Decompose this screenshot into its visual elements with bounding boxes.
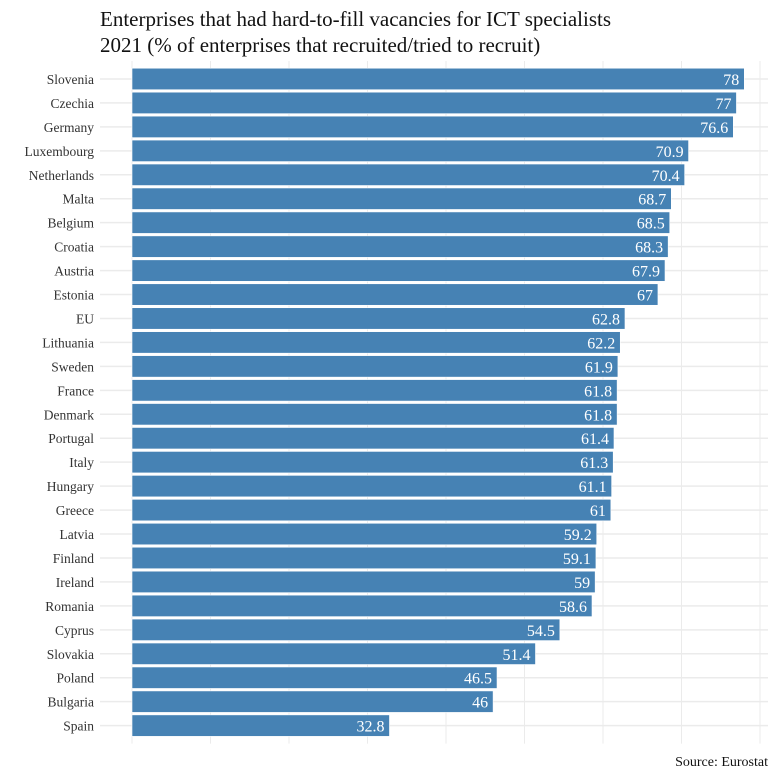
bar-eu [131,307,626,330]
y-tick-label: Estonia [54,288,95,303]
data-label: 67 [637,288,653,305]
bar-austria [131,259,666,282]
bar-denmark [131,403,618,426]
data-label: 61.8 [584,407,612,424]
y-tick-label: Hungary [47,479,94,494]
data-label: 59 [574,575,590,592]
bar-italy [131,451,614,474]
y-tick-label: Slovakia [47,647,94,662]
bar-luxembourg [131,139,689,162]
data-label: 54.5 [527,623,555,640]
bar-spain [131,714,390,737]
y-tick-label: Romania [45,599,94,614]
data-label: 68.3 [635,240,663,257]
y-tick-label: Netherlands [29,168,94,183]
data-label: 46.5 [464,671,492,688]
y-tick-label: France [57,383,94,398]
data-label: 61.8 [584,383,612,400]
y-tick-label: EU [76,311,94,326]
data-label: 62.8 [592,311,620,328]
data-label: 61 [590,503,606,520]
data-label: 46 [472,695,488,712]
data-label: 70.9 [656,144,684,161]
y-tick-label: Lithuania [42,335,94,350]
data-label: 70.4 [652,168,680,185]
y-tick-label: Italy [69,455,94,470]
data-label: 77 [715,96,731,113]
y-tick-label: Malta [63,192,95,207]
bar-czechia [131,91,737,114]
data-label: 61.4 [581,431,609,448]
bar-germany [131,115,734,138]
data-label: 61.3 [580,455,608,472]
bar-poland [131,666,498,689]
bar-netherlands [131,163,685,186]
y-tick-label: Spain [63,719,94,734]
bar-lithuania [131,331,621,354]
data-label: 62.2 [587,335,615,352]
bar-greece [131,499,612,522]
y-tick-label: Greece [56,503,94,518]
bar-cyprus [131,618,561,641]
y-tick-label: Germany [44,120,94,135]
y-tick-label: Bulgaria [48,695,95,710]
y-tick-label: Portugal [48,431,94,446]
data-label: 61.9 [585,359,613,376]
data-label: 51.4 [502,647,530,664]
data-label: 58.6 [559,599,587,616]
data-label: 76.6 [700,120,728,137]
bar-portugal [131,427,615,450]
y-tick-label: Finland [53,551,95,566]
bar-slovenia [131,67,745,91]
data-label: 68.5 [637,216,665,233]
source-note: Source: Eurostat [675,755,768,770]
bar-sweden [131,355,619,378]
y-tick-label: Sweden [51,359,94,374]
chart-subtitle: 2021 (% of enterprises that recruited/tr… [100,33,541,57]
y-tick-label: Austria [54,264,94,279]
bar-malta [131,187,672,210]
bar-belgium [131,211,671,234]
data-label: 78 [723,72,739,89]
y-tick-label: Cyprus [55,623,94,638]
data-label: 67.9 [632,264,660,281]
data-label: 68.7 [638,192,666,209]
y-tick-label: Belgium [48,216,95,231]
chart-title-line1: Enterprises that had hard-to-fill vacanc… [100,7,612,31]
bar-croatia [131,235,669,258]
bar-slovakia [131,642,536,665]
y-tick-label: Czechia [51,96,94,111]
data-label: 59.1 [563,551,591,568]
bar-france [131,379,618,402]
y-tick-label: Slovenia [47,72,94,87]
bar-latvia [131,522,598,546]
bar-hungary [131,475,612,498]
y-tick-label: Denmark [44,407,94,422]
bar-ireland [131,570,596,593]
y-tick-label: Latvia [60,527,94,542]
y-tick-label: Croatia [54,240,94,255]
y-tick-label: Ireland [56,575,94,590]
data-label: 59.2 [564,527,592,544]
bar-estonia [131,283,659,306]
data-label: 61.1 [579,479,607,496]
bar-finland [131,546,597,570]
y-tick-label: Luxembourg [25,144,95,159]
y-tick-label: Poland [56,671,94,686]
chart-title: Enterprises that had hard-to-fill vacanc… [100,6,611,58]
bar-romania [131,594,593,617]
data-label: 32.8 [356,719,384,736]
bar-bulgaria [131,690,494,713]
